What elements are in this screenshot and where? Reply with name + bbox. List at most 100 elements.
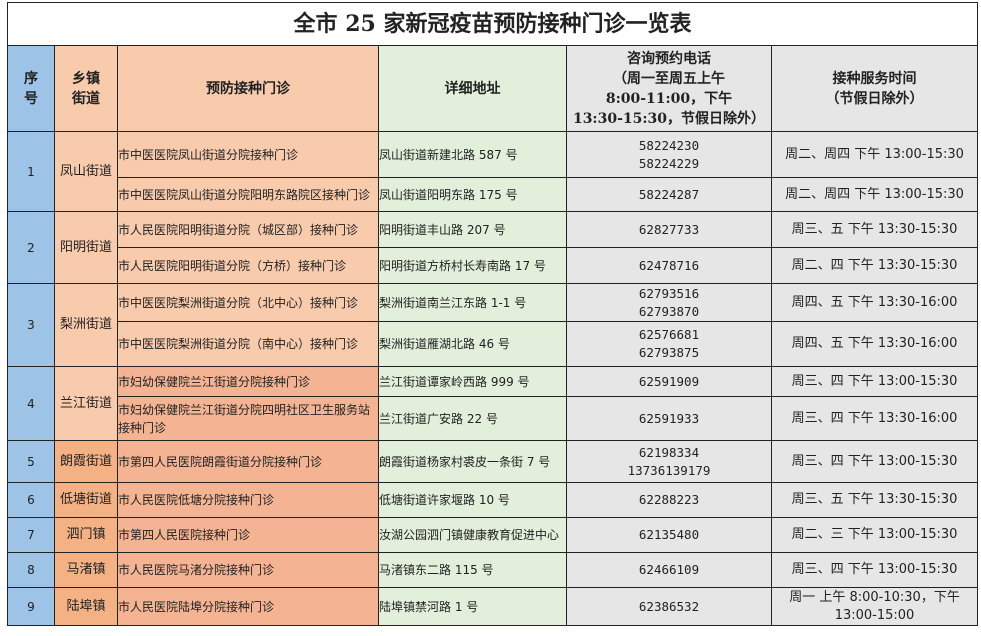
- service-time: 周二、三 下午 13:00-15:30: [770, 517, 979, 553]
- phone-number: 62591933: [638, 410, 700, 426]
- phone-number: 62576681: [638, 327, 700, 342]
- service-time: 周三、四 下午 13:30-16:00: [770, 396, 979, 441]
- town-name: 低塘街道: [54, 482, 118, 518]
- service-time: 周四、五 下午 13:30-16:00: [770, 283, 979, 322]
- clinic-phone: 62591933: [566, 396, 772, 441]
- clinic-address: 兰江街道广安路 22 号: [378, 396, 567, 441]
- town-name: 马渚镇: [54, 552, 118, 588]
- header-town: 乡镇 街道: [54, 45, 118, 132]
- clinic-phone: 62386532: [566, 587, 772, 626]
- row-number: 7: [7, 517, 55, 553]
- phone-number: 13736139179: [627, 462, 711, 478]
- phone-number: 62793516: [638, 285, 700, 301]
- table-row: 4 兰江街道 市妇幼保健院兰江街道分院接种门诊 兰江街道谭家岭西路 999 号 6259…: [7, 366, 979, 441]
- clinic-name: 市人民医院阳明街道分院（城区部）接种门诊: [117, 211, 379, 248]
- clinic-name: 市中医医院梨洲街道分院（南中心）接种门诊: [117, 321, 379, 367]
- service-time: 周二、周四 下午 13:00-15:30: [770, 131, 979, 178]
- phone-number: 62288223: [638, 492, 700, 507]
- clinic-name: 市人民医院阳明街道分院（方桥）接种门诊: [117, 247, 379, 284]
- clinic-name: 市第四人民医院朗霞街道分院接种门诊: [117, 440, 379, 483]
- clinic-table: 全市 25 家新冠疫苗预防接种门诊一览表 序号 乡镇 街道 预防接种门诊 详细地址…: [6, 2, 979, 626]
- clinic-phone: 62288223: [566, 482, 772, 518]
- town-name: 泗门镇: [54, 517, 118, 553]
- table-row: 市妇幼保健院兰江街道分院四明社区卫生服务站接种门诊 兰江街道广安路 22 号 625…: [8, 396, 979, 441]
- phone-number: 62827733: [638, 221, 700, 237]
- clinic-address: 梨洲街道南兰江东路 1-1 号: [378, 283, 567, 322]
- table-row: 市人民医院阳明街道分院（方桥）接种门诊 阳明街道方桥村长寿南路 17 号 62478…: [8, 247, 979, 284]
- clinic-phone: 62135480: [566, 517, 772, 553]
- phone-number: 58224287: [638, 186, 700, 202]
- row-number: 1: [7, 131, 55, 212]
- clinic-address: 兰江街道谭家岭西路 999 号: [378, 366, 567, 397]
- service-time: 周四、五 下午 13:30-16:00: [770, 321, 979, 367]
- header-address: 详细地址: [378, 45, 567, 132]
- clinic-name: 市妇幼保健院兰江街道分院四明社区卫生服务站接种门诊: [117, 396, 379, 441]
- row-number: 5: [7, 440, 55, 483]
- clinic-phone: 62198334 13736139179: [566, 440, 772, 483]
- clinic-address: 阳明街道丰山路 207 号: [378, 211, 567, 248]
- header-time: 接种服务时间 （节假日除外）: [770, 45, 979, 132]
- table-row: 3 梨洲街道 市中医医院梨洲街道分院（北中心）接种门诊 梨洲街道南兰江东路 1-1 号…: [7, 283, 979, 367]
- service-time: 周三、四 下午 13:00-15:30: [770, 366, 979, 397]
- clinic-address: 凤山街道新建北路 587 号: [378, 131, 567, 178]
- phone-number: 62386532: [638, 598, 700, 614]
- phone-number: 62793870: [638, 303, 700, 319]
- row-number: 4: [7, 366, 55, 441]
- service-time: 周三、四 下午 13:00-15:30: [770, 552, 979, 588]
- service-time: 周一 上午 8:00-10:30，下午 13:00-15:00: [770, 587, 979, 626]
- row-number: 8: [7, 552, 55, 588]
- phone-number: 62793875: [638, 345, 700, 360]
- phone-number: 58224230: [638, 137, 700, 153]
- clinic-name: 市中医医院凤山街道分院接种门诊: [117, 131, 379, 178]
- phone-number: 62466109: [638, 562, 700, 577]
- table-row: 2 阳明街道 市人民医院阳明街道分院（城区部）接种门诊 阳明街道丰山路 207 号 62…: [7, 211, 979, 284]
- table-title: 全市 25 家新冠疫苗预防接种门诊一览表: [6, 2, 979, 46]
- header-clinic: 预防接种门诊: [117, 45, 379, 132]
- phone-number: 62135480: [638, 527, 700, 542]
- clinic-address: 朗霞街道杨家村裘皮一条街 7 号: [378, 440, 567, 483]
- service-time: 周三、五 下午 13:30-15:30: [770, 482, 979, 518]
- service-time: 周二、四 下午 13:30-15:30: [770, 247, 979, 284]
- header-phone: 咨询预约电话 （周一至周五上午 8:00-11:00，下午 13:30-15:30，节…: [566, 45, 772, 132]
- table-row: 7 泗门镇 市第四人民医院接种门诊 汝湖公园泗门镇健康教育促进中心 62135480 周二…: [7, 517, 979, 553]
- table-row: 市中医医院梨洲街道分院（南中心）接种门诊 梨洲街道雁湖北路 46 号 6257668…: [8, 321, 979, 367]
- phone-number: 58224229: [638, 155, 700, 171]
- service-time: 周二、周四 下午 13:00-15:30: [770, 177, 979, 212]
- town-name: 梨洲街道: [54, 283, 118, 367]
- clinic-address: 梨洲街道雁湖北路 46 号: [378, 321, 567, 367]
- clinic-phone: 62827733: [566, 211, 772, 248]
- service-time: 周三、五 下午 13:30-15:30: [770, 211, 979, 248]
- clinic-phone: 58224230 58224229: [566, 131, 772, 178]
- clinic-name: 市妇幼保健院兰江街道分院接种门诊: [117, 366, 379, 397]
- clinic-name: 市中医医院梨洲街道分院（北中心）接种门诊: [117, 283, 379, 322]
- row-number: 2: [7, 211, 55, 284]
- clinic-address: 汝湖公园泗门镇健康教育促进中心: [378, 517, 567, 553]
- clinic-address: 马渚镇东二路 115 号: [378, 552, 567, 588]
- clinic-address: 凤山街道阳明东路 175 号: [378, 177, 567, 212]
- clinic-address: 陆埠镇禁河路 1 号: [378, 587, 567, 626]
- table-row: 8 马渚镇 市人民医院马渚分院接种门诊 马渚镇东二路 115 号 62466109 周三、…: [7, 552, 979, 588]
- clinic-phone: 62466109: [566, 552, 772, 588]
- town-name: 朗霞街道: [54, 440, 118, 483]
- clinic-phone: 62576681 62793875: [566, 321, 772, 367]
- header-no: 序号: [7, 45, 55, 132]
- row-number: 9: [7, 587, 55, 626]
- table-row: 市中医医院凤山街道分院阳明东路院区接种门诊 凤山街道阳明东路 175 号 58224…: [8, 177, 979, 212]
- clinic-name: 市人民医院马渚分院接种门诊: [117, 552, 379, 588]
- clinic-phone: 58224287: [566, 177, 772, 212]
- clinic-phone: 62793516 62793870: [566, 283, 772, 322]
- service-time: 周三、四 下午 13:00-15:30: [770, 440, 979, 483]
- table-row: 1 凤山街道 市中医医院凤山街道分院接种门诊 凤山街道新建北路 587 号 582242…: [7, 131, 979, 212]
- clinic-phone: 62591909: [566, 366, 772, 397]
- table-row: 6 低塘街道 市人民医院低塘分院接种门诊 低塘街道许家堰路 10 号 62288223 周…: [7, 482, 979, 518]
- clinic-phone: 62478716: [566, 247, 772, 284]
- row-number: 6: [7, 482, 55, 518]
- table-row: 9 陆埠镇 市人民医院陆埠分院接种门诊 陆埠镇禁河路 1 号 62386532 周一 上午…: [7, 587, 979, 626]
- town-name: 兰江街道: [54, 366, 118, 441]
- clinic-address: 低塘街道许家堰路 10 号: [378, 482, 567, 518]
- phone-number: 62478716: [638, 257, 700, 273]
- row-number: 3: [7, 283, 55, 367]
- phone-number: 62198334: [638, 444, 700, 460]
- town-name: 阳明街道: [54, 211, 118, 284]
- phone-number: 62591909: [638, 373, 700, 389]
